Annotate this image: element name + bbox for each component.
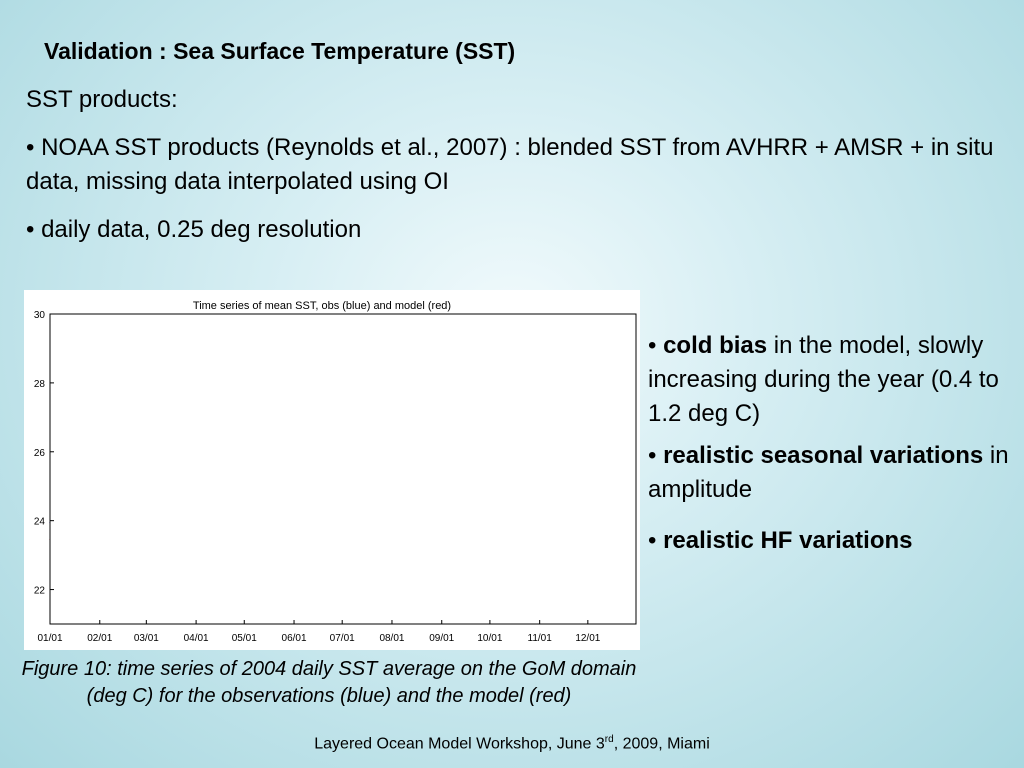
x-tick-label: 02/01	[87, 633, 112, 644]
bullet-bold-text: realistic seasonal variations	[663, 442, 984, 469]
bullet-marker: •	[648, 527, 664, 554]
slide-footer: Layered Ocean Model Workshop, June 3rd, …	[0, 734, 1024, 753]
bullet-bold-text: realistic HF variations	[663, 527, 913, 554]
footer-text: Layered Ocean Model Workshop, June 3	[314, 735, 605, 753]
intro-text: SST products:	[26, 86, 178, 113]
bullet-hf-variations: • realistic HF variations	[648, 524, 1018, 558]
x-tick-label: 06/01	[282, 633, 307, 644]
x-tick-label: 03/01	[134, 633, 159, 644]
sst-time-series-chart: 01/01 02/01 03/01 04/01 05/01 06/01 07/01 08/01…	[34, 300, 637, 644]
x-tick-label: 10/01	[477, 633, 502, 644]
x-tick-label: 08/01	[379, 633, 404, 644]
bullet-text: in the model, slowly increasing during t…	[648, 332, 999, 427]
footer-text-end: , 2009, Miami	[613, 735, 710, 753]
bullet-daily-data: • daily data, 0.25 deg resolution	[26, 216, 362, 243]
footer-superscript: rd	[604, 734, 614, 745]
y-tick-label: 24	[34, 517, 46, 528]
y-tick-label: 30	[34, 310, 46, 321]
x-tick-label: 11/01	[528, 633, 553, 644]
y-tick-label: 28	[34, 379, 46, 390]
x-tick-label: 04/01	[184, 633, 209, 644]
bullet-noaa-products: • NOAA SST products (Reynolds et al., 20…	[26, 134, 994, 195]
bullet-seasonal-variations: • realistic seasonal variations in ampli…	[648, 439, 1018, 507]
y-tick-label: 26	[34, 448, 46, 459]
bullet-cold-bias: • cold bias in the model, slowly increas…	[648, 329, 1018, 431]
x-tick-label: 09/01	[429, 633, 454, 644]
x-tick-label: 12/01	[575, 633, 600, 644]
slide-title: Validation : Sea Surface Temperature (SS…	[44, 38, 516, 64]
bullet-marker: •	[648, 332, 664, 359]
x-tick-label: 05/01	[232, 633, 257, 644]
bullet-text: in amplitude	[648, 442, 1009, 503]
plot-frame	[49, 313, 637, 625]
bullet-bold-text: cold bias	[663, 332, 768, 359]
bullet-marker: •	[648, 442, 664, 469]
chart-axes: 01/01 02/01 03/01 04/01 05/01 06/01 07/01 08/01…	[34, 310, 637, 644]
figure-caption: Figure 10: time series of 2004 daily SST…	[21, 658, 637, 707]
sst-chart-panel: 01/01 02/01 03/01 04/01 05/01 06/01 07/01 08/01…	[24, 290, 640, 650]
y-tick-label: 22	[34, 586, 46, 597]
chart-title: Time series of mean SST, obs (blue) and …	[193, 300, 451, 312]
x-tick-label: 01/01	[37, 633, 62, 644]
x-tick-label: 07/01	[330, 633, 355, 644]
